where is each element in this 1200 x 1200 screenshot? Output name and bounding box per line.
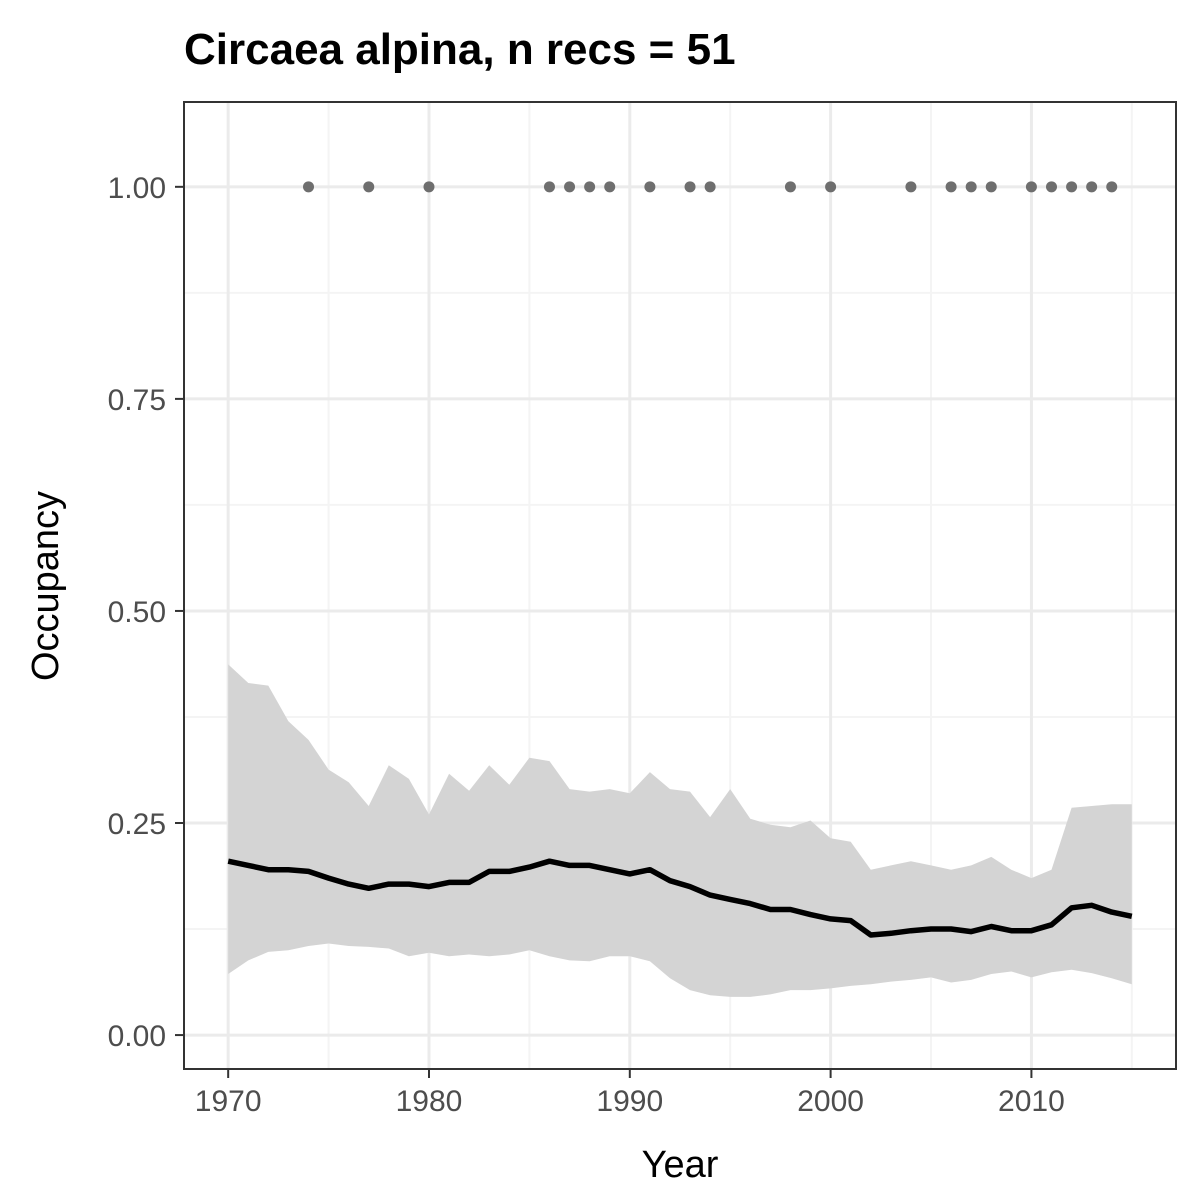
- x-tick-label: 2000: [797, 1085, 864, 1118]
- record-point: [986, 181, 997, 192]
- y-tick-label: 0.50: [108, 596, 166, 629]
- y-tick-label: 0.00: [108, 1020, 166, 1053]
- record-point: [423, 181, 434, 192]
- record-point: [363, 181, 374, 192]
- record-point: [1106, 181, 1117, 192]
- record-points-layer: [303, 181, 1117, 192]
- record-point: [303, 181, 314, 192]
- x-tick-label: 2010: [998, 1085, 1065, 1118]
- record-point: [685, 181, 696, 192]
- record-point: [604, 181, 615, 192]
- y-axis: 0.00 0.25 0.50 0.75 1.00: [108, 172, 184, 1053]
- x-tick-label: 1990: [596, 1085, 663, 1118]
- y-tick-label: 1.00: [108, 172, 166, 205]
- record-point: [1086, 181, 1097, 192]
- record-point: [1066, 181, 1077, 192]
- record-point: [825, 181, 836, 192]
- x-axis: 1970 1980 1990 2000 2010: [195, 1069, 1065, 1118]
- record-point: [644, 181, 655, 192]
- record-point: [564, 181, 575, 192]
- y-tick-label: 0.25: [108, 808, 166, 841]
- record-point: [1026, 181, 1037, 192]
- x-tick-label: 1970: [195, 1085, 262, 1118]
- y-axis-title: Occupancy: [25, 491, 67, 681]
- x-axis-title: Year: [642, 1144, 719, 1186]
- record-point: [544, 181, 555, 192]
- record-point: [1046, 181, 1057, 192]
- record-point: [905, 181, 916, 192]
- y-tick-label: 0.75: [108, 384, 166, 417]
- record-point: [785, 181, 796, 192]
- record-point: [705, 181, 716, 192]
- chart-title: Circaea alpina, n recs = 51: [184, 25, 736, 74]
- x-tick-label: 1980: [396, 1085, 463, 1118]
- record-point: [966, 181, 977, 192]
- record-point: [584, 181, 595, 192]
- record-point: [946, 181, 957, 192]
